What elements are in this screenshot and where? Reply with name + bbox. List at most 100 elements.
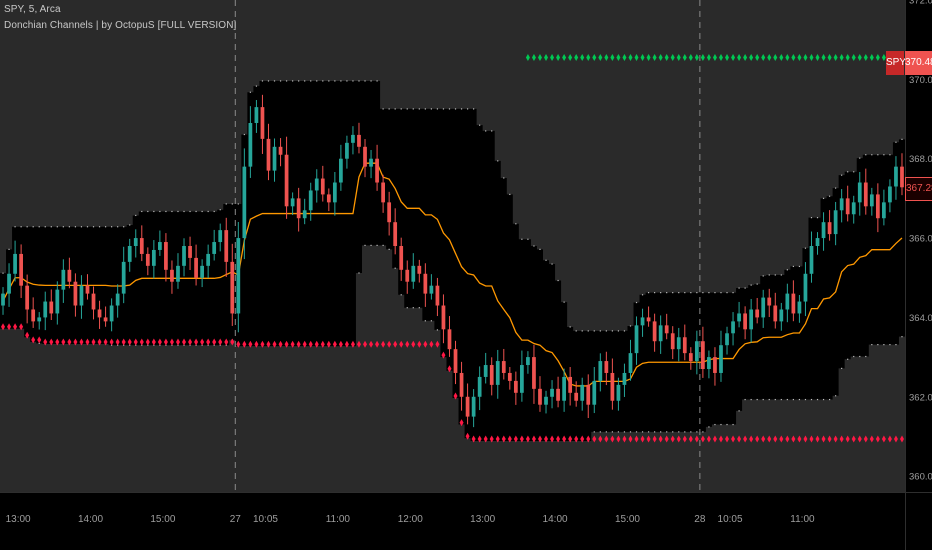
upper-band-dot [623,330,626,332]
candle-body [634,325,639,354]
resistance-marker [863,54,868,62]
upper-band-dot [310,80,312,82]
upper-band-dot [177,210,179,213]
support-marker [363,340,368,348]
upper-band-dot [877,154,879,156]
lower-band-dot [859,355,861,358]
candle-body [857,182,862,203]
candle-body [658,325,663,342]
support-marker [194,338,199,346]
candle-body [411,265,416,282]
support-marker [55,338,60,346]
candle-body [701,341,705,369]
support-marker [31,336,36,344]
upper-band-dot [708,292,710,294]
support-marker [537,435,542,443]
candle-body [339,158,343,183]
lower-band-dot [768,398,770,401]
candle-body [562,376,566,401]
candle-body [815,238,820,246]
symbol-legend[interactable]: SPY, 5, Arca [4,4,61,15]
resistance-marker [610,54,615,62]
upper-band-dot [189,210,191,213]
lower-band-dot [394,267,396,269]
lower-band-dot [684,431,686,433]
support-marker [242,340,247,348]
support-marker [694,435,699,443]
candle-body [236,238,241,314]
candle-body [19,253,23,286]
lower-band-dot [835,395,837,397]
lower-band-dot [430,320,432,322]
resistance-marker [562,54,567,62]
candle-body [272,146,277,171]
upper-band-dot [237,203,239,205]
candle-body [200,265,204,278]
upper-band-dot [672,292,674,294]
upper-band-dot [123,226,125,228]
indicator-legend[interactable]: Donchian Channels | by OctopuS [FULL VER… [4,20,237,31]
candle-body [495,361,500,385]
upper-band-dot [340,80,342,82]
candle-body [592,380,597,405]
support-marker [182,338,187,346]
candle-body [471,396,476,417]
upper-band-dot [557,279,559,282]
support-marker [544,435,549,443]
upper-band-dot [780,274,782,276]
candle-body [586,384,591,405]
candle-body [453,349,458,373]
support-marker [169,338,174,346]
candle-body [97,309,102,318]
support-marker [314,340,319,348]
upper-band-dot [382,108,384,110]
upper-band-dot [629,325,632,327]
support-marker [302,340,307,348]
candle-body [127,246,132,262]
lower-band-dot [726,423,728,426]
support-marker [513,435,518,443]
upper-band-dot [654,292,656,294]
candle-body [882,202,886,219]
candle-body [538,388,542,405]
upper-band-dot [418,108,420,110]
candle-body [719,345,723,373]
resistance-marker [550,54,555,62]
support-marker [652,435,657,443]
price-tick-label: 364.00 [909,313,932,324]
support-marker [833,435,838,443]
lower-band-dot [696,431,698,433]
price-axis-labels: 360.00 362.00 364.00 366.00 368.00 370.00 372.… [909,0,932,483]
resistance-marker [875,54,880,62]
upper-band-dot [533,245,535,247]
candle-body [417,265,422,274]
candle-body [423,273,428,294]
resistance-marker [688,54,693,62]
upper-band-dot [835,187,837,189]
support-marker [887,435,892,443]
upper-band-dot [255,85,258,87]
lower-band-dot [364,244,366,247]
support-marker [332,340,337,348]
support-marker [664,435,669,443]
upper-band-dot [491,130,493,132]
upper-band-dot [231,203,233,205]
support-marker [604,435,609,443]
candle-body [489,365,494,385]
upper-band-dot [394,108,396,110]
support-marker [797,435,802,443]
support-marker [658,435,663,443]
time-tick-label: 15:00 [615,514,640,525]
candle-body [254,107,259,123]
support-marker [393,340,398,348]
resistance-marker [743,54,748,62]
support-marker [718,435,723,443]
candle-body [501,361,506,373]
candle-body [670,333,675,350]
candle-body [194,257,198,278]
resistance-marker [544,54,549,62]
lower-band-dot [810,398,813,401]
candle-body [296,198,301,219]
support-marker [417,340,422,348]
